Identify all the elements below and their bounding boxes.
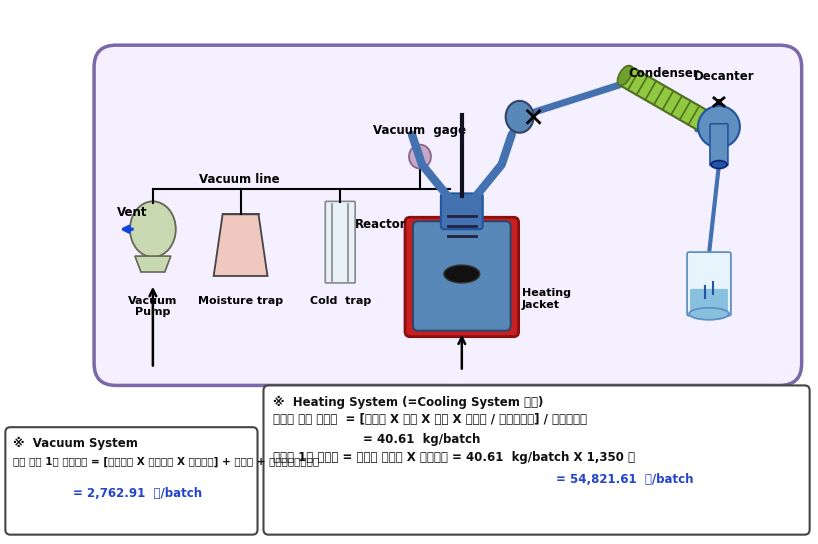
Text: = 2,762.91  원/batch: = 2,762.91 원/batch	[73, 487, 202, 500]
Text: Vacuum line: Vacuum line	[199, 174, 279, 187]
Text: Heating
Jacket: Heating Jacket	[522, 288, 571, 310]
Text: = 54,821.61  원/batch: = 54,821.61 원/batch	[556, 473, 694, 486]
Ellipse shape	[711, 160, 727, 169]
Text: Moisture trap: Moisture trap	[198, 296, 283, 306]
Ellipse shape	[618, 66, 632, 85]
FancyBboxPatch shape	[710, 124, 728, 165]
Ellipse shape	[698, 106, 739, 147]
Text: 에너지 1회 사용량 = 에너지 사용량 X 연료단가 = 40.61  kg/batch X 1,350 원: 에너지 1회 사용량 = 에너지 사용량 X 연료단가 = 40.61 kg/b…	[273, 451, 636, 464]
Ellipse shape	[444, 265, 480, 283]
Text: Decanter: Decanter	[694, 70, 754, 83]
FancyBboxPatch shape	[405, 217, 519, 337]
FancyBboxPatch shape	[441, 194, 483, 229]
FancyBboxPatch shape	[413, 221, 510, 331]
FancyBboxPatch shape	[263, 385, 810, 535]
FancyBboxPatch shape	[687, 252, 731, 316]
Text: ※  Vacuum System: ※ Vacuum System	[13, 437, 138, 450]
Ellipse shape	[689, 308, 729, 320]
Ellipse shape	[409, 145, 431, 169]
FancyBboxPatch shape	[326, 201, 355, 283]
Text: ※  Heating System (=Cooling System 동일): ※ Heating System (=Cooling System 동일)	[273, 395, 544, 409]
Text: = 40.61  kg/batch: = 40.61 kg/batch	[363, 433, 480, 446]
Text: Condenser: Condenser	[628, 67, 699, 80]
Ellipse shape	[130, 201, 176, 257]
Text: Reactor: Reactor	[354, 218, 406, 231]
Text: Cold  trap: Cold trap	[309, 296, 371, 306]
Text: Vacuum  gage: Vacuum gage	[373, 123, 466, 137]
Text: Vent: Vent	[117, 206, 147, 219]
Polygon shape	[135, 256, 171, 272]
Text: 보일러 등유 사용량  = [처리량 X 비중 X 비열 X 온도차 / 보일러효율] / 연료발열량: 보일러 등유 사용량 = [처리량 X 비중 X 비열 X 온도차 / 보일러효…	[273, 413, 587, 426]
Text: 진공 펜프 1회 사용비용 = [펜프용량 X 가동시간 X 전기요금] + 부가세 + 전력산업기반기금: 진공 펜프 1회 사용비용 = [펜프용량 X 가동시간 X 전기요금] + 부…	[13, 457, 320, 467]
Text: Vacuum
Pump: Vacuum Pump	[128, 296, 178, 318]
FancyBboxPatch shape	[94, 45, 802, 385]
FancyBboxPatch shape	[690, 289, 728, 313]
Polygon shape	[213, 214, 267, 276]
Bar	[716, 99, 722, 105]
Ellipse shape	[506, 101, 533, 133]
FancyBboxPatch shape	[6, 427, 258, 535]
Polygon shape	[619, 66, 708, 129]
